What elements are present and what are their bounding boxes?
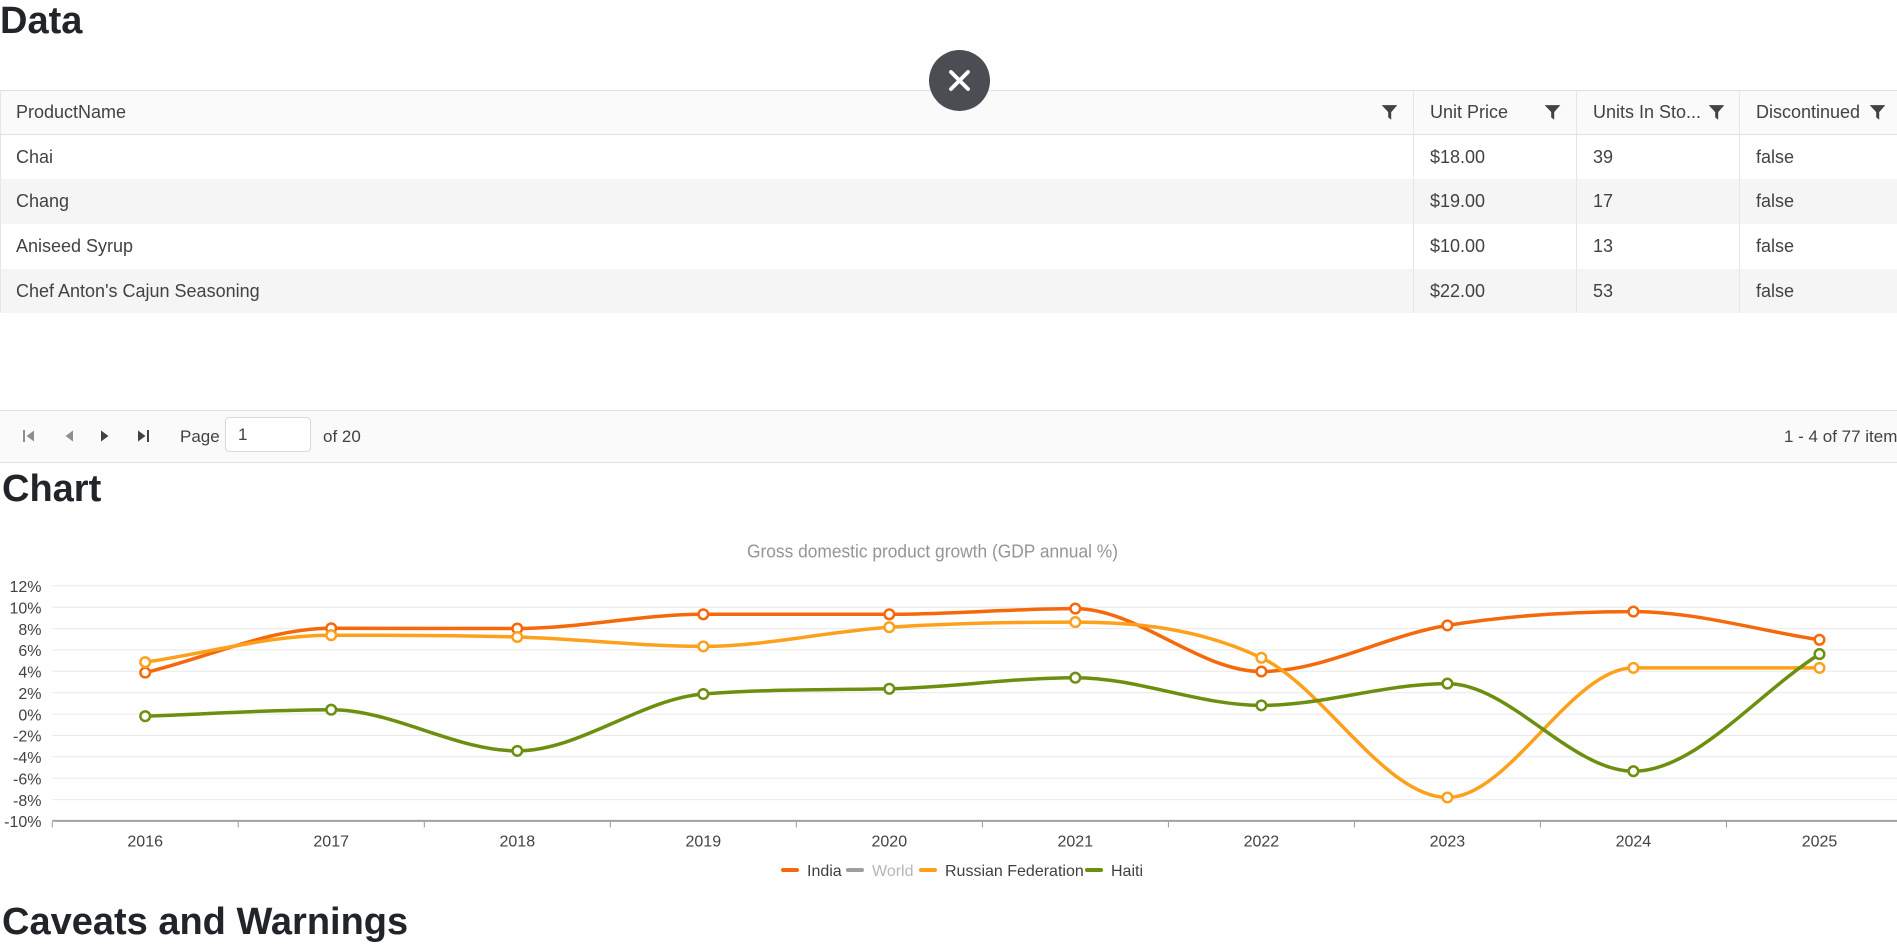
svg-text:Russian Federation: Russian Federation	[945, 863, 1084, 880]
svg-text:2016: 2016	[127, 833, 163, 850]
svg-text:-4%: -4%	[13, 750, 41, 767]
svg-text:4%: 4%	[18, 665, 41, 682]
svg-text:-2%: -2%	[13, 729, 41, 746]
svg-text:Haiti: Haiti	[1111, 863, 1143, 880]
svg-text:2024: 2024	[1616, 833, 1652, 850]
svg-text:2025: 2025	[1802, 833, 1838, 850]
svg-text:8%: 8%	[18, 622, 41, 639]
svg-text:2023: 2023	[1430, 833, 1466, 850]
svg-text:0%: 0%	[18, 707, 41, 724]
svg-text:-10%: -10%	[4, 814, 41, 831]
svg-text:12%: 12%	[9, 579, 41, 596]
svg-text:-8%: -8%	[13, 793, 41, 810]
svg-text:India: India	[807, 863, 842, 880]
svg-text:2017: 2017	[313, 833, 349, 850]
svg-text:6%: 6%	[18, 643, 41, 660]
svg-text:2020: 2020	[872, 833, 908, 850]
svg-text:10%: 10%	[9, 600, 41, 617]
svg-text:-6%: -6%	[13, 771, 41, 788]
svg-text:World: World	[872, 863, 914, 880]
svg-text:2022: 2022	[1244, 833, 1280, 850]
svg-text:2018: 2018	[500, 833, 536, 850]
svg-text:Gross domestic product growth: Gross domestic product growth (GDP annua…	[747, 542, 1118, 562]
svg-text:2%: 2%	[18, 686, 41, 703]
svg-text:2021: 2021	[1058, 833, 1094, 850]
svg-text:2019: 2019	[686, 833, 722, 850]
